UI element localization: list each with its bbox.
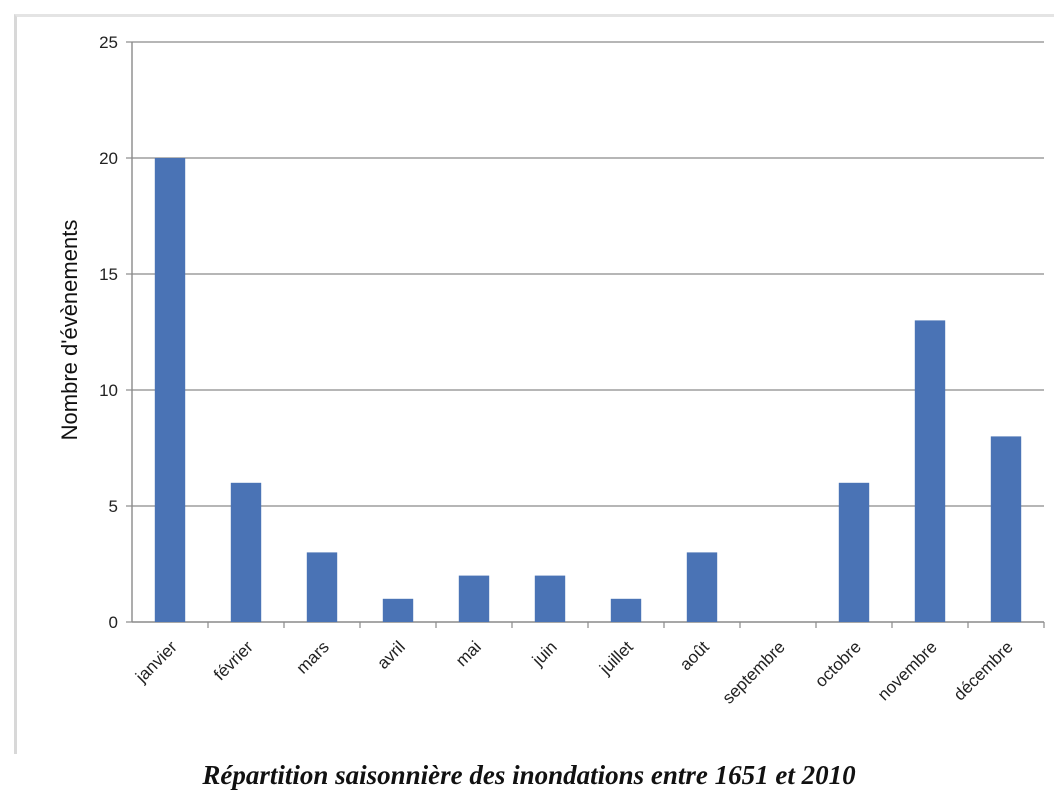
bar-mai [458,575,490,622]
x-tick-label: juillet [595,637,637,679]
axes [126,41,1045,628]
x-tick-label: février [210,637,257,684]
bars [154,158,1022,622]
x-tick-label: juin [528,637,561,670]
x-tick-label: mars [293,637,333,677]
bar-juillet [610,598,642,622]
x-tick-label: août [676,637,713,674]
bar-décembre [990,436,1022,622]
y-tick-label: 15 [99,265,118,284]
bar-août [686,552,718,622]
bar-avril [382,598,414,622]
x-tick-label: septembre [719,637,789,707]
y-tick-label: 10 [99,381,118,400]
y-tick-label: 25 [99,33,118,52]
bar-chart: 0 5 10 15 20 25 janvier février mars avril mai jui… [57,33,1045,708]
x-tick-label: décembre [950,637,1017,704]
y-axis-title: Nombre d'évènements [57,220,82,441]
bar-janvier [154,158,186,622]
x-tick-label: mai [452,637,485,670]
y-tick-label: 20 [99,149,118,168]
y-tick-label: 0 [109,613,118,632]
bar-mars [306,552,338,622]
bar-février [230,482,262,622]
chart-frame [14,14,1054,754]
gridlines [132,41,1044,507]
x-tick-label: octobre [811,637,865,691]
y-tick-labels: 0 5 10 15 20 25 [99,33,118,632]
x-tick-labels: janvier février mars avril mai juin juillet aoû… [131,637,1017,707]
x-tick-label: janvier [131,637,181,687]
y-tick-label: 5 [109,497,118,516]
figure-caption: Répartition saisonnière des inondations … [202,760,856,790]
bar-juin [534,575,566,622]
bar-novembre [914,320,946,622]
bar-octobre [838,482,870,622]
x-tick-label: avril [373,637,408,672]
x-tick-label: novembre [874,637,941,704]
